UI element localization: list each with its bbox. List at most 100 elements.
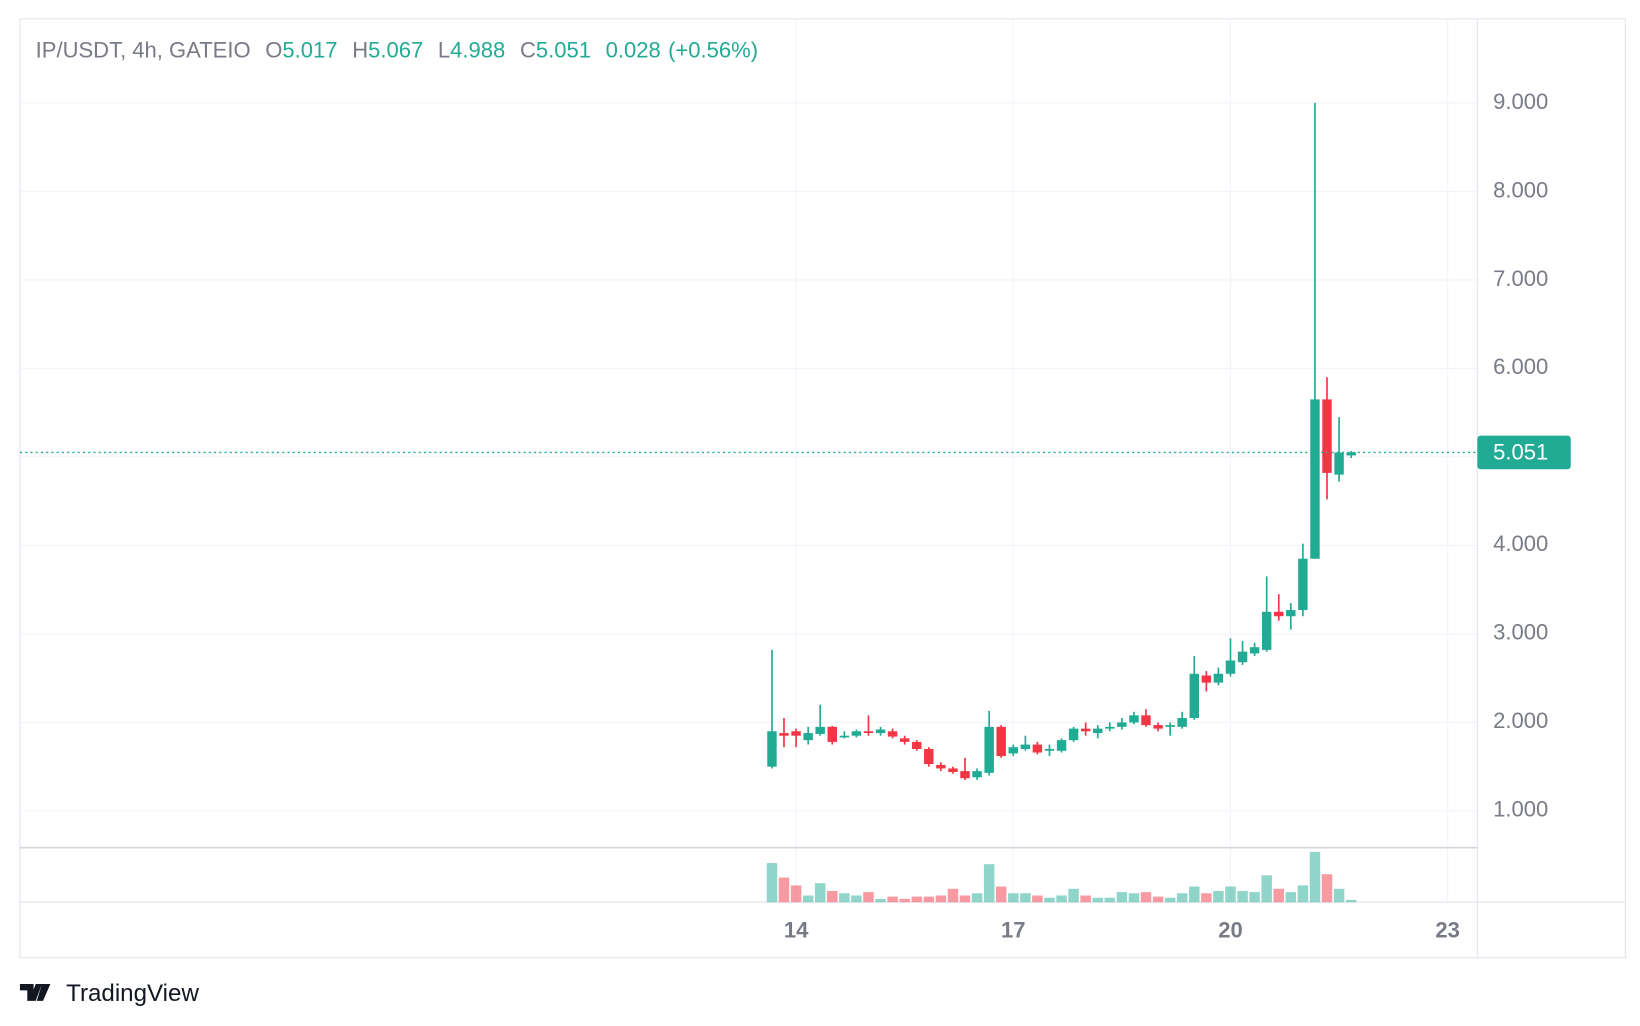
ohlc-value: 4.988 (450, 37, 505, 62)
volume-bar (766, 863, 778, 903)
candle-body (803, 733, 813, 741)
volume-bar (875, 898, 886, 903)
volume-bar (1249, 892, 1260, 903)
candle-body (1177, 718, 1187, 727)
volume-bar (1008, 893, 1019, 903)
volume-bar (1273, 888, 1285, 903)
volume-bar (1164, 897, 1176, 903)
candle-body (1093, 728, 1103, 734)
volume-bar (1068, 888, 1079, 903)
volume-bar (863, 892, 874, 903)
candle-body (1213, 673, 1224, 683)
volume-bar (1345, 899, 1357, 903)
volume-bar (1104, 897, 1116, 903)
volume-bar (1128, 893, 1140, 903)
ohlc-value: 5.051 (536, 37, 591, 62)
x-tick-label: 14 (784, 917, 809, 942)
logo: TradingView (19, 980, 199, 1007)
y-tick-label: 4.000 (1493, 531, 1548, 556)
volume-bar (851, 895, 862, 903)
candle-body (1141, 715, 1151, 726)
y-tick-label: 6.000 (1493, 354, 1548, 379)
volume-bar (1261, 875, 1272, 903)
candle-body (1020, 744, 1031, 749)
candle-body (1129, 715, 1139, 723)
volume-bar (1140, 892, 1152, 903)
candle-body (851, 731, 862, 736)
volume-bar (1321, 874, 1333, 903)
volume-bar (935, 895, 947, 903)
volume-bar (1297, 885, 1309, 903)
candle-body (1105, 726, 1115, 729)
candle-body (1044, 748, 1055, 751)
volume-bar (1201, 893, 1212, 903)
candle-body (1080, 728, 1091, 732)
change-percent: (+0.56%) (668, 37, 758, 62)
candle-body (887, 731, 898, 737)
candle-body (1068, 728, 1079, 741)
volume-bar (1044, 897, 1055, 903)
candle-body (1286, 610, 1296, 617)
volume-bar (1092, 897, 1104, 903)
y-tick-label: 3.000 (1493, 620, 1548, 645)
last-price-label: 5.051 (1493, 439, 1548, 464)
volume-bar (1020, 893, 1031, 903)
volume-bar (790, 885, 802, 903)
y-tick-label: 7.000 (1493, 266, 1548, 291)
volume-bar (1309, 851, 1321, 903)
candle-body (1237, 651, 1248, 663)
volume-bar (899, 898, 910, 903)
ohlc-label: O (265, 37, 282, 62)
volume-bar (814, 883, 826, 903)
volume-bar (778, 877, 790, 903)
x-tick-label: 23 (1435, 917, 1460, 942)
candle-body (1274, 611, 1284, 617)
candle-body (1334, 452, 1344, 475)
candle-body (948, 768, 958, 772)
x-tick-label: 17 (1001, 917, 1026, 942)
brand-name: TradingView (66, 980, 199, 1007)
candle-body (912, 741, 922, 749)
candle-body (1261, 611, 1272, 650)
ohlc-label: C (520, 37, 536, 62)
volume-bar (1032, 895, 1043, 903)
candle-body (1322, 399, 1332, 473)
volume-bar (1056, 895, 1067, 903)
volume-bar (959, 895, 971, 903)
candle-body (1056, 740, 1067, 751)
grid (19, 18, 1478, 903)
candle-body (839, 735, 850, 738)
volume-bar (1176, 893, 1188, 903)
symbol-title: IP/USDT, 4h, GATEIO (36, 37, 251, 62)
legend-header: IP/USDT, 4h, GATEIO O5.017 H5.067 L4.988 C5.… (36, 37, 758, 62)
volume-bar (923, 896, 935, 903)
candle-body (924, 748, 934, 765)
volume-bar (1189, 886, 1200, 903)
volume-bar (839, 893, 850, 903)
candle-body (1153, 725, 1163, 729)
volume-bar (802, 895, 814, 903)
candle-body (779, 733, 789, 736)
ohlc-value: 5.067 (368, 37, 423, 62)
candle-body (936, 764, 946, 769)
candle-body (996, 726, 1006, 757)
volume-bar (971, 893, 983, 903)
candle-body (767, 731, 777, 767)
candle-body (899, 738, 910, 742)
candle-body (1201, 675, 1212, 683)
volume-bar (947, 888, 959, 903)
candle-body (972, 771, 982, 778)
candle-body (815, 726, 825, 734)
candle-body (1165, 725, 1175, 727)
candle-body (1117, 722, 1127, 727)
candle-body (984, 726, 994, 773)
y-tick-label: 1.000 (1493, 797, 1548, 822)
volume-bar (1237, 891, 1248, 903)
candle-body (960, 771, 970, 779)
candle-body (827, 726, 837, 742)
volume-bar (983, 864, 995, 903)
candle-body (1346, 452, 1356, 456)
candle-body (1225, 660, 1236, 674)
